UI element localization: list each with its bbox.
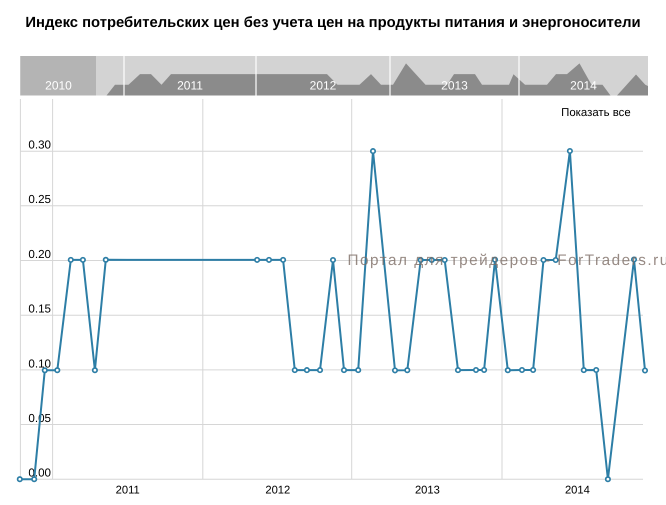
svg-text:0.10: 0.10 [28, 357, 51, 370]
svg-text:2011: 2011 [116, 485, 140, 497]
svg-text:2010: 2010 [45, 79, 72, 93]
svg-text:Показать все: Показать все [561, 107, 631, 119]
svg-text:Портал для трейдеров - ForTrad: Портал для трейдеров - ForTraders.ru [348, 252, 666, 269]
svg-text:0.20: 0.20 [28, 248, 51, 261]
svg-text:0.15: 0.15 [28, 303, 51, 316]
svg-text:2013: 2013 [441, 79, 468, 93]
svg-text:0.30: 0.30 [28, 139, 51, 152]
svg-text:2012: 2012 [265, 485, 290, 497]
svg-text:Индекс потребительских цен без: Индекс потребительских цен без учета цен… [25, 15, 640, 31]
svg-text:2014: 2014 [565, 485, 590, 497]
svg-text:2014: 2014 [570, 79, 597, 93]
svg-text:2013: 2013 [415, 485, 440, 497]
svg-text:2012: 2012 [310, 79, 337, 93]
svg-text:0.25: 0.25 [28, 193, 51, 206]
svg-text:2011: 2011 [177, 79, 203, 93]
